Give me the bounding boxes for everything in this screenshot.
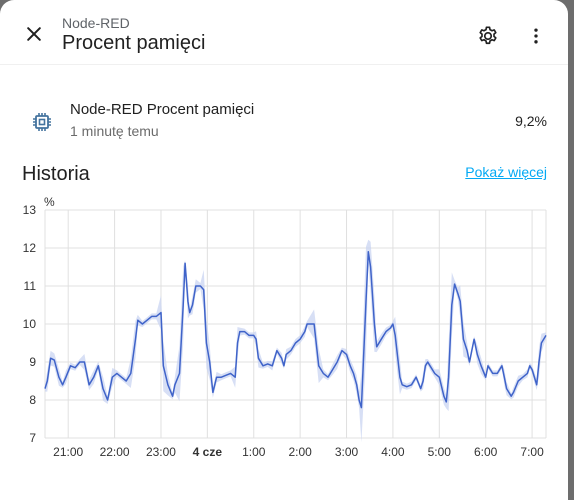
x-tick-label: 3:00 [335,445,359,459]
history-title: Historia [22,163,90,185]
x-tick-label: 2:00 [288,445,312,459]
x-tick-label: 1:00 [242,445,266,459]
dots-vertical-icon [534,28,538,44]
y-tick-label: 12 [23,241,37,255]
x-tick-label: 4:00 [381,445,405,459]
y-unit-label: % [44,195,55,209]
entity-state-value: 9,2% [515,113,547,129]
dialog-header: Node-RED Procent pamięci [0,0,568,64]
dialog-title: Procent pamięci [62,32,206,54]
x-tick-label: 7:00 [520,445,544,459]
more-options-button[interactable] [520,20,552,52]
header-divider [0,64,568,65]
y-tick-label: 10 [23,317,37,331]
y-tick-label: 13 [23,203,37,217]
history-chart: 7 8 9 10 11 12 13% 21:00 22:00 23:00 4 cze 1:00 2:00… [0,195,568,465]
chip-icon [33,113,51,131]
y-tick-label: 11 [24,279,37,293]
series-line [44,251,547,409]
entity-row[interactable]: Node-RED Procent pamięci 1 minutę temu 9… [0,92,568,148]
close-button[interactable] [16,16,52,52]
x-tick-label: 22:00 [100,445,130,459]
close-icon [27,27,41,41]
gear-icon [479,26,497,45]
x-tick-label: 23:00 [146,445,176,459]
y-tick-label: 9 [29,355,36,369]
y-tick-label: 7 [29,431,36,445]
show-more-link[interactable]: Pokaż więcej [465,164,547,180]
x-tick-label: 6:00 [474,445,498,459]
x-tick-label: 21:00 [53,445,83,459]
entity-last-changed: 1 minutę temu [70,123,159,139]
entity-name: Node-RED Procent pamięci [70,101,255,118]
x-tick-label: 5:00 [428,445,452,459]
x-tick-label: 4 cze [193,445,223,459]
settings-button[interactable] [472,20,504,52]
y-tick-label: 8 [29,393,36,407]
history-chart-svg: 7 8 9 10 11 12 13% 21:00 22:00 23:00 4 cze 1:00 2:00… [23,195,547,459]
dialog-subtitle: Node-RED [62,15,130,31]
series-min-max-band [45,239,546,443]
